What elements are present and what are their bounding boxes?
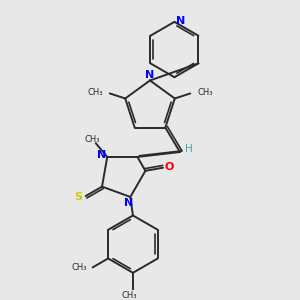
Text: CH₃: CH₃ bbox=[71, 263, 87, 272]
Text: CH₃: CH₃ bbox=[122, 291, 137, 300]
Text: N: N bbox=[124, 198, 134, 208]
Text: CH₃: CH₃ bbox=[85, 135, 100, 144]
Text: N: N bbox=[176, 16, 185, 26]
Text: H: H bbox=[185, 144, 193, 154]
Text: N: N bbox=[97, 150, 106, 160]
Text: CH₃: CH₃ bbox=[87, 88, 103, 97]
Text: CH₃: CH₃ bbox=[197, 88, 213, 97]
Text: O: O bbox=[165, 162, 174, 172]
Text: S: S bbox=[74, 192, 83, 202]
Text: N: N bbox=[146, 70, 154, 80]
